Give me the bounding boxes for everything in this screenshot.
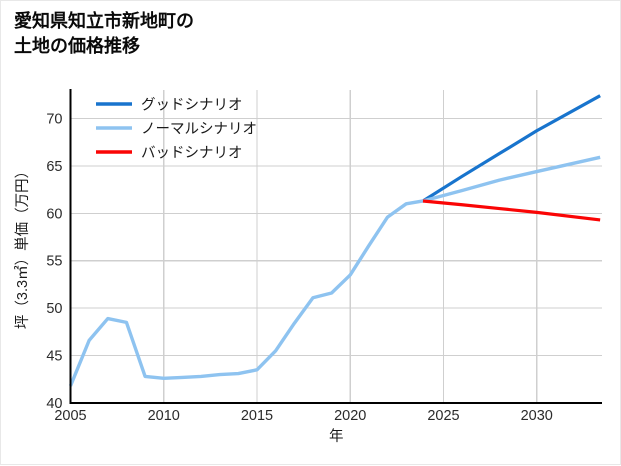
- axis-spines: [69, 89, 602, 405]
- series-line: [68, 155, 601, 387]
- y-axis-tick-label: 65: [46, 159, 62, 175]
- x-axis-tick-label: 2030: [521, 408, 553, 424]
- y-axis-title: 坪（3.3㎡）単価（万円）: [14, 164, 31, 329]
- x-axis-tick-label: 2025: [427, 408, 459, 424]
- y-axis-tick-label: 55: [46, 254, 62, 270]
- x-axis-title: 年: [329, 428, 344, 445]
- x-axis-tick-label: 2020: [334, 408, 366, 424]
- y-axis-tick-label: 70: [46, 111, 62, 127]
- x-axis-tick-label: 2005: [54, 408, 86, 424]
- y-axis-tick-label: 50: [46, 301, 62, 317]
- page-title: 愛知県知立市新地町の 土地の価格推移: [14, 11, 194, 56]
- y-axis-tick-label: 60: [46, 206, 62, 222]
- x-axis-tick-label: 2010: [148, 408, 180, 424]
- legend-label: グッドシナリオ: [141, 97, 243, 114]
- series-line: [422, 94, 601, 203]
- y-axis-tick-label: 45: [46, 349, 62, 365]
- y-axis-tick-label: 40: [46, 396, 62, 412]
- gridlines-group: [70, 90, 602, 403]
- y-axis-tick-labels: 40 45 50 55 60 65 70: [46, 111, 62, 412]
- series-group: [68, 94, 601, 387]
- legend-label: バッドシナリオ: [141, 146, 243, 162]
- series-line: [422, 199, 601, 222]
- x-axis-tick-labels: 2005 2010 2015 2020 2025 2030: [54, 408, 552, 424]
- legend-label: ノーマルシナリオ: [141, 122, 257, 138]
- x-axis-tick-label: 2015: [241, 408, 273, 424]
